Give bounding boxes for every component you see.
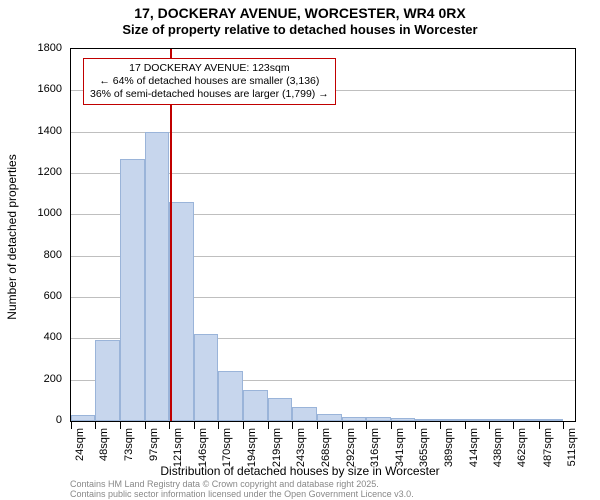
x-tick [268,421,269,429]
x-tick [489,421,490,429]
plot-area: 17 DOCKERAY AVENUE: 123sqm← 64% of detac… [70,48,576,422]
x-tick-label: 389sqm [443,389,455,428]
x-tick-label: 316sqm [369,389,381,428]
chart-title-sub: Size of property relative to detached ho… [0,22,600,37]
annotation-line3: 36% of semi-detached houses are larger (… [90,88,329,101]
x-tick [366,421,367,429]
x-tick-label: 487sqm [542,389,554,428]
x-tick [317,421,318,429]
footer-attribution: Contains HM Land Registry data © Crown c… [70,480,414,500]
x-tick-label: 341sqm [394,389,406,428]
x-tick [145,421,146,429]
y-tick-label: 1400 [22,125,62,137]
x-tick [71,421,72,429]
y-tick-label: 1800 [22,42,62,54]
x-tick [292,421,293,429]
x-tick [513,421,514,429]
x-tick [539,421,540,429]
x-tick [440,421,441,429]
x-tick-label: 48sqm [98,395,110,428]
x-tick [169,421,170,429]
x-tick-label: 292sqm [345,389,357,428]
x-tick-label: 97sqm [148,395,160,428]
x-tick-label: 462sqm [516,389,528,428]
y-tick-label: 800 [22,249,62,261]
y-tick-label: 0 [22,414,62,426]
x-tick-label: 73sqm [123,395,135,428]
x-tick-label: 146sqm [197,389,209,428]
x-tick-label: 243sqm [295,389,307,428]
x-tick [194,421,195,429]
x-tick-label: 24sqm [74,395,86,428]
x-tick-label: 365sqm [418,389,430,428]
x-tick [342,421,343,429]
x-tick-label: 438sqm [492,389,504,428]
y-tick-label: 1600 [22,83,62,95]
x-tick-label: 121sqm [172,389,184,428]
x-tick [415,421,416,429]
x-tick-label: 170sqm [221,389,233,428]
x-axis-title: Distribution of detached houses by size … [0,464,600,478]
chart-title-main: 17, DOCKERAY AVENUE, WORCESTER, WR4 0RX [0,5,600,21]
y-tick-label: 1000 [22,207,62,219]
x-tick-label: 268sqm [320,389,332,428]
y-tick-label: 200 [22,373,62,385]
x-tick-label: 194sqm [246,389,258,428]
x-tick [120,421,121,429]
x-tick [563,421,564,429]
y-tick-label: 600 [22,290,62,302]
x-tick [391,421,392,429]
x-tick [95,421,96,429]
x-tick-label: 511sqm [566,390,578,428]
x-tick-label: 414sqm [468,389,480,428]
y-tick-label: 1200 [22,166,62,178]
y-axis-title: Number of detached properties [5,154,19,319]
x-tick [465,421,466,429]
histogram-bar [120,159,144,421]
annotation-line2: ← 64% of detached houses are smaller (3,… [90,75,329,88]
annotation-box: 17 DOCKERAY AVENUE: 123sqm← 64% of detac… [83,58,336,105]
x-tick-label: 219sqm [271,389,283,428]
annotation-line1: 17 DOCKERAY AVENUE: 123sqm [90,62,329,75]
x-tick [243,421,244,429]
x-tick [218,421,219,429]
footer-line2: Contains public sector information licen… [70,490,414,500]
y-tick-label: 400 [22,331,62,343]
histogram-bar [145,132,169,421]
chart-container: 17, DOCKERAY AVENUE, WORCESTER, WR4 0RX … [0,0,600,500]
